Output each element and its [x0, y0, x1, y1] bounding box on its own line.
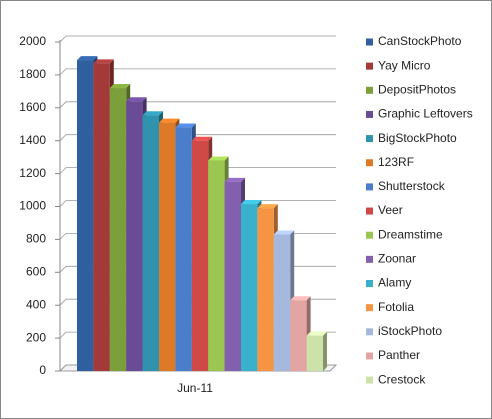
bar-top — [191, 136, 213, 141]
bar-side — [323, 331, 327, 371]
bar-top — [224, 177, 245, 182]
bar — [93, 63, 110, 371]
bar — [175, 127, 192, 371]
legend-label: Panther — [378, 348, 420, 362]
y-tick-label: 1200 — [19, 166, 46, 180]
bar-top — [273, 230, 295, 235]
legend-label: 123RF — [378, 155, 414, 169]
y-tick-label: 600 — [26, 264, 46, 278]
legend-swatch — [366, 231, 373, 239]
bar-top — [290, 296, 311, 301]
bar — [306, 335, 323, 371]
bar-top — [306, 331, 327, 336]
y-tick-label: 400 — [26, 297, 46, 311]
legend-swatch — [366, 255, 373, 263]
legend-label: Veer — [378, 203, 403, 217]
grid-line — [59, 101, 336, 109]
legend-swatch — [366, 62, 373, 70]
x-tick-label: Jun-11 — [177, 381, 213, 395]
bar-top — [142, 111, 163, 116]
bar-top — [77, 56, 98, 61]
y-tick-label: 1400 — [19, 133, 46, 147]
bar — [142, 115, 159, 371]
grid-line — [59, 35, 336, 43]
bar — [191, 140, 209, 371]
bar-top — [257, 204, 278, 209]
bar-top — [241, 200, 262, 205]
y-tick-label: 1000 — [19, 199, 46, 213]
legend-label: iStockPhoto — [378, 324, 442, 338]
bar — [77, 60, 94, 371]
legend-label: Fotolia — [378, 300, 414, 314]
bar — [109, 88, 127, 371]
legend-label: CanStockPhoto — [378, 34, 462, 48]
legend-label: Crestock — [378, 372, 426, 386]
legend-label: Dreamstime — [378, 227, 443, 241]
bar-top — [175, 123, 196, 128]
legend-label: Zoonar — [378, 252, 416, 266]
bar-top — [109, 84, 131, 89]
legend-swatch — [366, 38, 373, 46]
bar — [224, 181, 241, 371]
grid-line — [59, 68, 336, 76]
bar — [208, 160, 225, 371]
legend-swatch — [366, 280, 373, 287]
bar — [290, 300, 307, 371]
legend-label: BigStockPhoto — [378, 131, 457, 145]
bar-top — [126, 97, 147, 102]
bar — [126, 101, 143, 371]
legend-swatch — [366, 135, 373, 143]
grid-line — [59, 167, 336, 174]
bar — [273, 234, 291, 371]
y-tick-label: 200 — [26, 330, 46, 344]
legend-label: Graphic Leftovers — [378, 107, 473, 121]
legend-label: Shutterstock — [378, 179, 446, 193]
legend-label: Alamy — [378, 276, 411, 290]
legend-label: DepositPhotos — [378, 82, 456, 96]
bar-top — [159, 118, 180, 123]
y-tick-label: 1800 — [19, 67, 46, 81]
legend-swatch — [366, 328, 373, 336]
legend-label: Yay Micro — [378, 58, 431, 72]
grid-line — [59, 134, 336, 141]
legend-swatch — [366, 159, 373, 167]
bar-top — [93, 59, 114, 64]
legend-swatch — [366, 304, 373, 312]
legend-swatch — [366, 183, 373, 191]
bar — [159, 122, 176, 371]
y-tick-label: 0 — [39, 363, 46, 377]
legend-swatch — [366, 207, 373, 215]
y-tick-label: 800 — [26, 232, 46, 246]
y-tick-label: 1600 — [19, 100, 46, 114]
bar-top — [208, 156, 229, 161]
bar — [257, 208, 274, 371]
legend-swatch — [366, 376, 373, 384]
plot-area: 0 200 400 600 800 1000 1200 1400 1600 1800 2000 Jun… — [19, 34, 338, 395]
legend-swatch — [366, 86, 373, 94]
legend: CanStockPhoto Yay Micro DepositPhotos Graph… — [366, 34, 473, 386]
bar — [241, 204, 258, 371]
legend-swatch — [366, 110, 373, 118]
y-tick-label: 2000 — [19, 34, 46, 48]
legend-swatch — [366, 352, 373, 360]
